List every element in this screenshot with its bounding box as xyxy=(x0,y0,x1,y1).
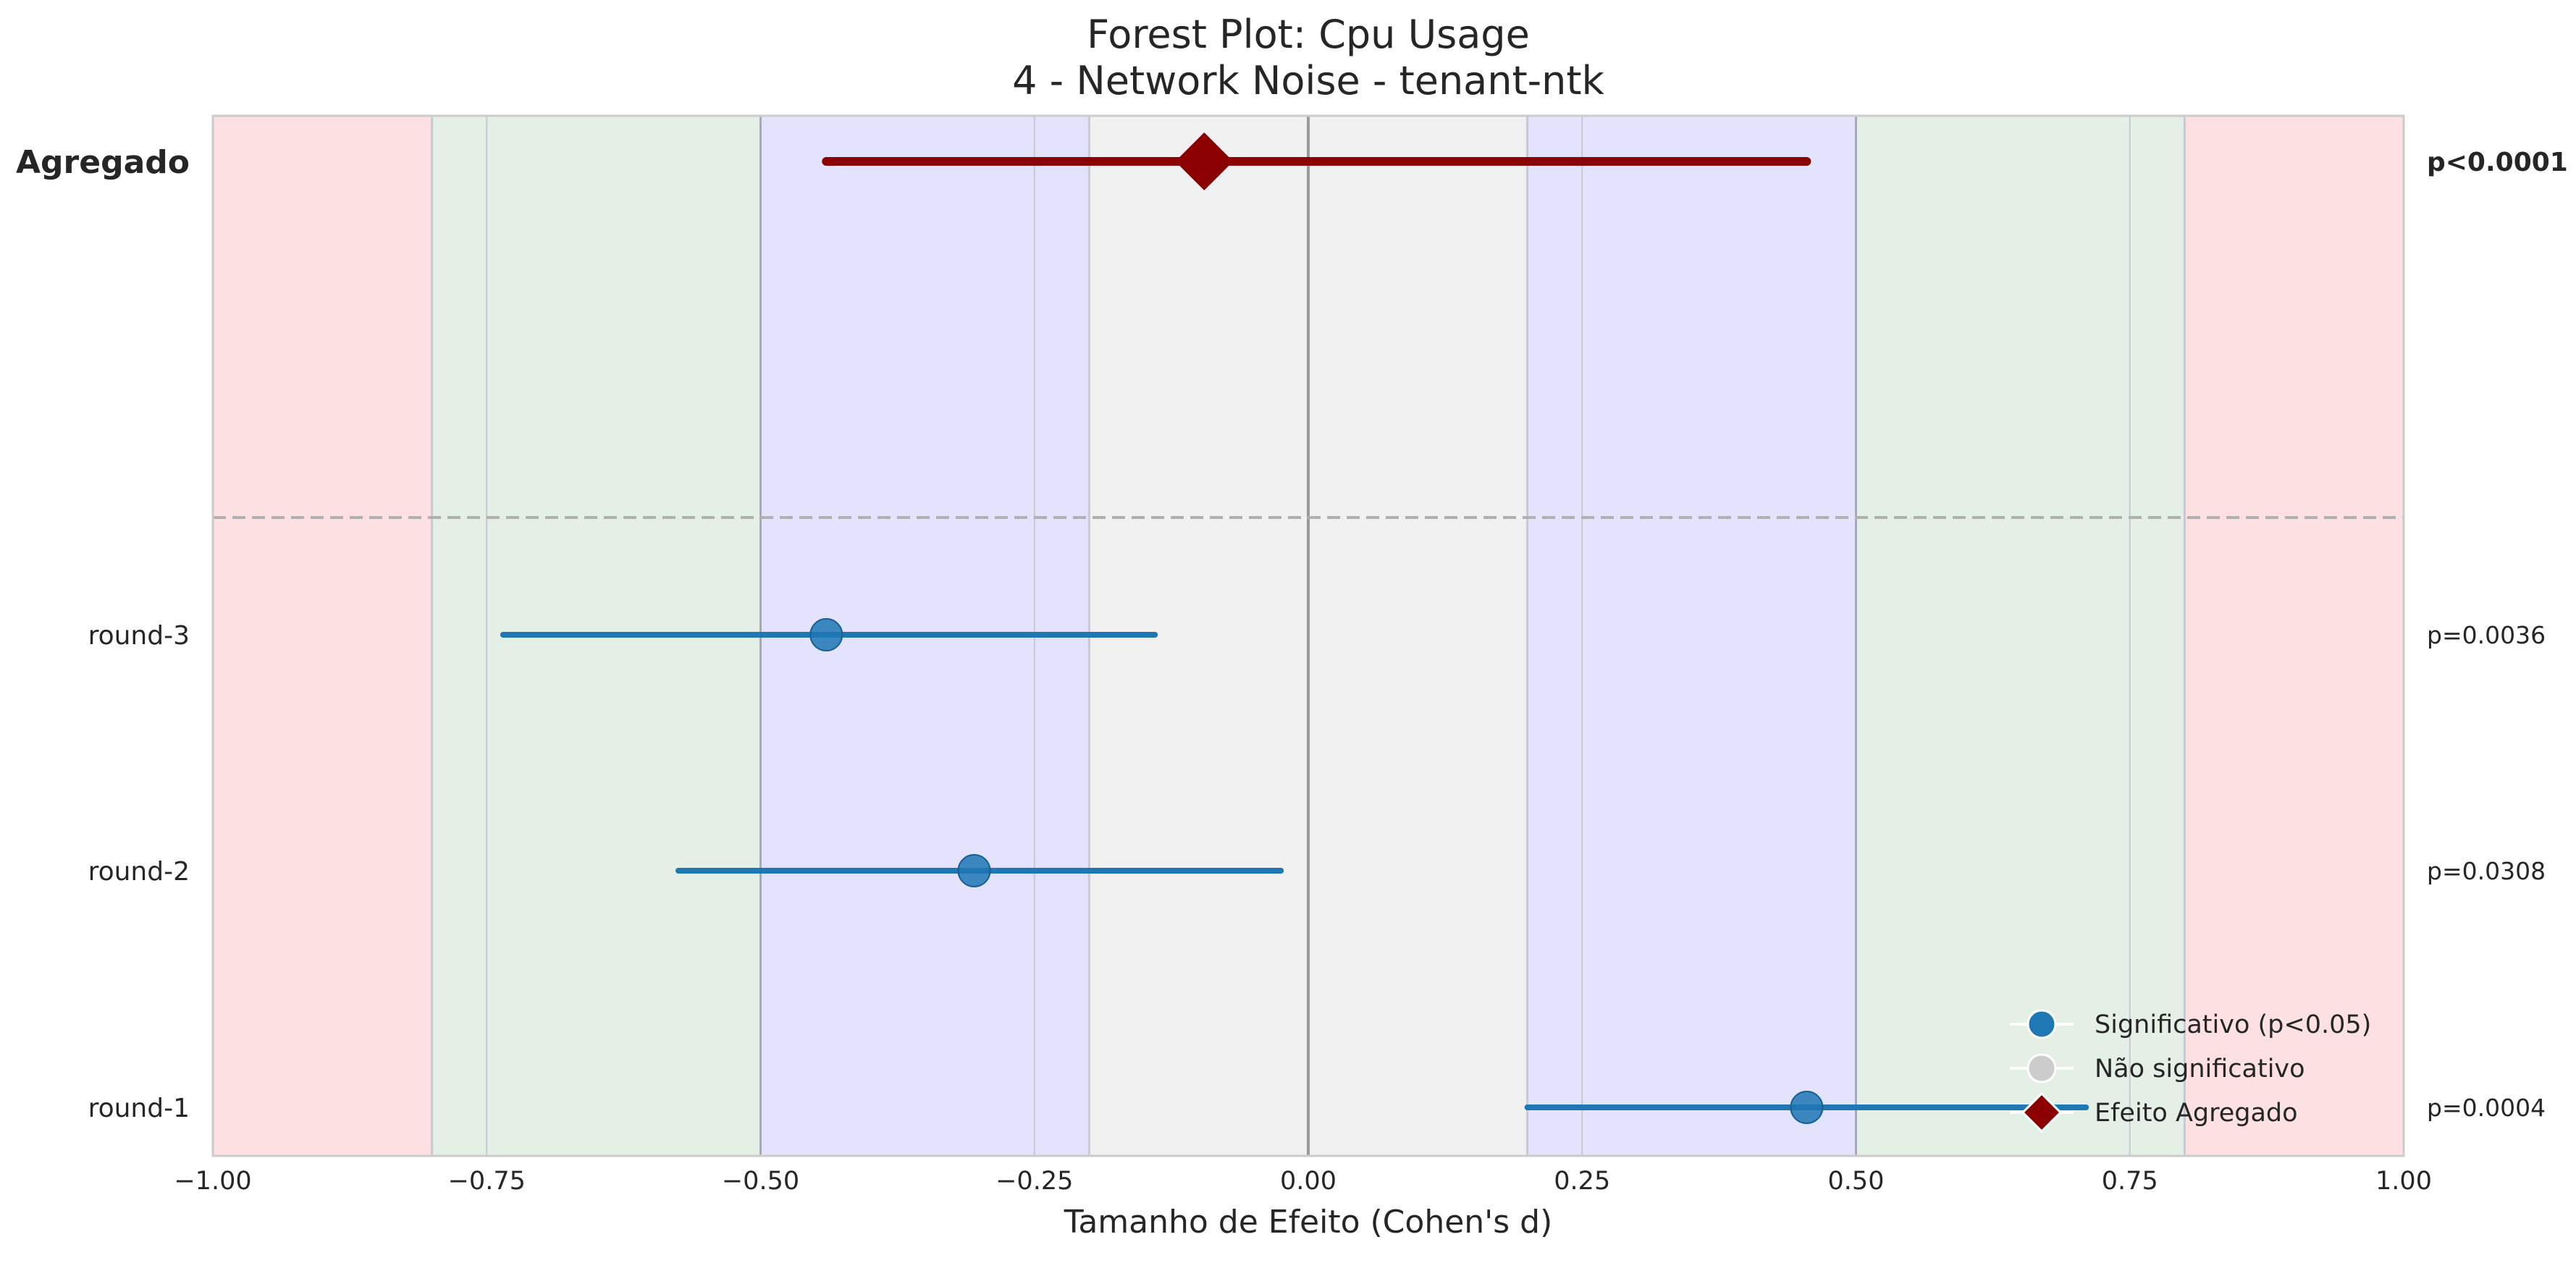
legend-entry-not-significant: Não significativo xyxy=(2010,1053,2305,1084)
round-point-round-1 xyxy=(1790,1091,1824,1124)
x-axis-ticks: −1.00 −0.75 −0.50 −0.25 0.00 0.25 0.50 0.75 1.00 xyxy=(174,1167,2432,1196)
legend-label-aggregate: Efeito Agregado xyxy=(2095,1099,2298,1128)
legend-marker-not-significant xyxy=(2026,1053,2057,1084)
data-marks: Agregado p<0.0001 round-3 p=0.0036 round-2 p=… xyxy=(16,132,2568,1124)
legend-marker-significant xyxy=(2026,1009,2057,1039)
effect-band-0 xyxy=(213,116,432,1156)
round-point-round-2 xyxy=(957,854,991,887)
legend-label-not-significant: Não significativo xyxy=(2095,1055,2305,1084)
x-tick-label-7: 0.75 xyxy=(2102,1167,2158,1196)
chart-title: Forest Plot: Cpu Usage xyxy=(1087,12,1530,57)
effect-band-4 xyxy=(1527,116,1856,1156)
x-tick-label-3: −0.25 xyxy=(996,1167,1073,1196)
round-label-round-2: round-2 xyxy=(88,857,190,887)
aggregate-label: Agregado xyxy=(16,144,190,181)
round-point-round-3 xyxy=(809,618,843,651)
plot-frame xyxy=(211,114,2405,1157)
x-tick-label-1: −0.75 xyxy=(448,1167,526,1196)
legend: Significativo (p<0.05) Não significativo… xyxy=(2010,1009,2371,1133)
aggregate-p-value: p<0.0001 xyxy=(2427,148,2568,177)
x-tick-label-8: 1.00 xyxy=(2375,1167,2432,1196)
round-label-round-1: round-1 xyxy=(88,1094,190,1123)
legend-marker-aggregate xyxy=(2021,1091,2063,1133)
round-p-value-round-3: p=0.0036 xyxy=(2427,621,2546,649)
x-tick-label-0: −1.00 xyxy=(174,1167,251,1196)
chart-subtitle: 4 - Network Noise - tenant-ntk xyxy=(1012,58,1604,104)
legend-entry-aggregate: Efeito Agregado xyxy=(2010,1091,2298,1133)
round-p-value-round-1: p=0.0004 xyxy=(2427,1094,2546,1122)
legend-entry-significant: Significativo (p<0.05) xyxy=(2010,1009,2371,1039)
x-tick-label-4: 0.00 xyxy=(1280,1167,1337,1196)
x-axis-label: Tamanho de Efeito (Cohen's d) xyxy=(1064,1204,1553,1241)
round-label-round-3: round-3 xyxy=(88,621,190,651)
x-tick-label-5: 0.25 xyxy=(1554,1167,1610,1196)
round-p-value-round-2: p=0.0308 xyxy=(2427,857,2546,885)
effect-band-6 xyxy=(2184,116,2404,1156)
effect-band-5 xyxy=(1856,116,2185,1156)
x-tick-label-6: 0.50 xyxy=(1828,1167,1885,1196)
aggregate-diamond xyxy=(1175,132,1234,190)
x-tick-label-2: −0.50 xyxy=(722,1167,799,1196)
legend-label-significant: Significativo (p<0.05) xyxy=(2095,1010,2371,1039)
